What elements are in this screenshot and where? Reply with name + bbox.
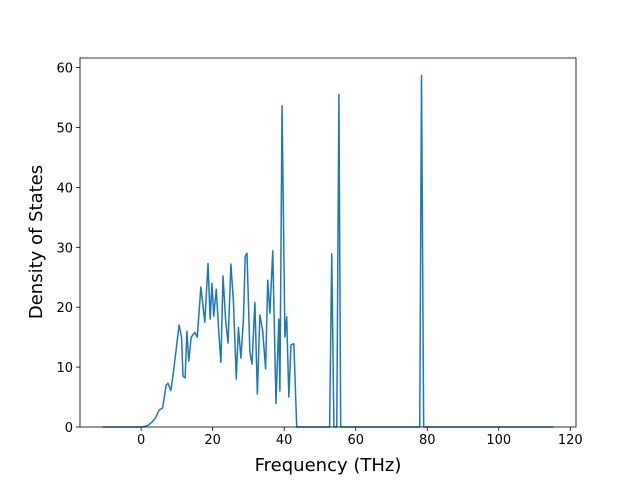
y-tick-label: 0: [65, 421, 73, 436]
x-tick-label: 60: [347, 433, 364, 448]
y-tick-label: 50: [56, 121, 73, 136]
y-tick-label: 10: [56, 361, 73, 376]
y-tick-label: 20: [56, 301, 73, 316]
y-tick-label: 30: [56, 241, 73, 256]
y-tick-label: 40: [56, 181, 73, 196]
x-tick-label: 20: [204, 433, 221, 448]
x-tick-label: 0: [137, 433, 145, 448]
plot-frame: [79, 57, 577, 428]
y-axis-label: Density of States: [26, 165, 47, 319]
x-tick-label: 40: [276, 433, 293, 448]
x-tick-label: 120: [558, 433, 583, 448]
x-tick-label: 100: [486, 433, 511, 448]
line: [102, 74, 554, 428]
y-tick-label: 60: [56, 62, 73, 77]
x-tick-label: 80: [419, 433, 436, 448]
x-axis-label: Frequency (THz): [255, 455, 402, 476]
